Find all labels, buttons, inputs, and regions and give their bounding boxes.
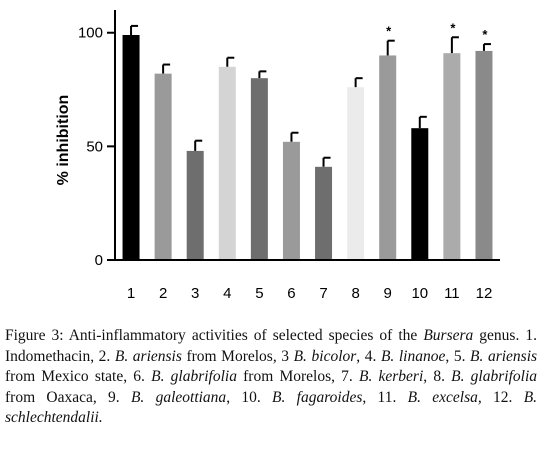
caption-part: from Morelos, 7. xyxy=(236,368,359,385)
bar xyxy=(443,53,461,260)
x-tick-label: 12 xyxy=(476,285,493,302)
caption-part: from Mexico state, 6. xyxy=(5,368,152,385)
x-tick-label: 11 xyxy=(444,285,460,302)
bar xyxy=(122,35,140,260)
x-tick-label: 6 xyxy=(287,285,295,302)
caption-part: B. excelsa, xyxy=(407,388,482,406)
caption-part: B. linanoe xyxy=(380,347,446,365)
y-tick-label: 0 xyxy=(95,252,103,269)
caption-part: B. galeottiana xyxy=(130,388,227,406)
caption-part: , 11. xyxy=(362,388,408,406)
caption-part: B. fagaroides xyxy=(272,388,363,406)
caption-part: B. glabrifolia xyxy=(451,368,537,385)
caption-part: B. ariensis xyxy=(114,347,182,365)
x-tick-label: 3 xyxy=(191,285,199,302)
bar xyxy=(250,78,268,260)
bar xyxy=(154,73,172,261)
caption-part: , 5. xyxy=(445,347,471,365)
bar xyxy=(411,128,429,260)
bar xyxy=(475,50,493,261)
bar xyxy=(347,87,365,260)
bar xyxy=(379,55,397,260)
bar xyxy=(315,166,333,260)
x-tick-label: 4 xyxy=(223,285,231,302)
bar xyxy=(282,141,300,260)
figure-caption: Figure 3: Anti-inflammatory activities o… xyxy=(5,326,537,429)
caption-part: , 4. xyxy=(356,347,381,365)
caption-part: B. ariensis xyxy=(470,347,538,365)
caption-part: from Morelos, 3 xyxy=(181,347,294,365)
significance-star: * xyxy=(482,27,488,42)
caption-part: from Oaxaca, 9. xyxy=(5,388,131,406)
significance-star: * xyxy=(450,20,456,35)
x-tick-label: 2 xyxy=(159,285,167,302)
caption-part: Anti-inflammatory activities of selected… xyxy=(63,327,424,344)
caption-part: B. glabrifolia xyxy=(151,368,237,385)
x-tick-label: 9 xyxy=(384,285,392,302)
x-tick-label: 5 xyxy=(255,285,263,302)
caption-part: Bursera xyxy=(423,327,474,344)
caption-part: B. bicolor xyxy=(293,347,357,365)
significance-star: * xyxy=(386,24,392,39)
caption-part: genus. 1. Indomethacin, 2. xyxy=(5,327,537,365)
y-tick-label: 100 xyxy=(78,25,103,42)
x-tick-label: 8 xyxy=(351,285,359,302)
caption-part: , 8. xyxy=(423,368,452,385)
caption-part: B. kerberi xyxy=(358,368,424,385)
x-tick-label: 7 xyxy=(319,285,327,302)
x-tick-label: 1 xyxy=(127,285,135,302)
y-tick-label: 50 xyxy=(86,138,103,155)
caption-part: , 10. xyxy=(226,388,273,406)
caption-label: Figure 3: xyxy=(5,327,64,344)
bar xyxy=(218,66,236,261)
x-tick-label: 10 xyxy=(411,285,428,302)
caption-part: B. schlechtendalii. xyxy=(5,388,538,427)
caption-text: Anti-inflammatory activities of selected… xyxy=(5,327,537,426)
caption-part: 12. xyxy=(481,388,524,406)
y-axis-label: % inhibition xyxy=(55,95,72,186)
bar xyxy=(186,150,204,260)
